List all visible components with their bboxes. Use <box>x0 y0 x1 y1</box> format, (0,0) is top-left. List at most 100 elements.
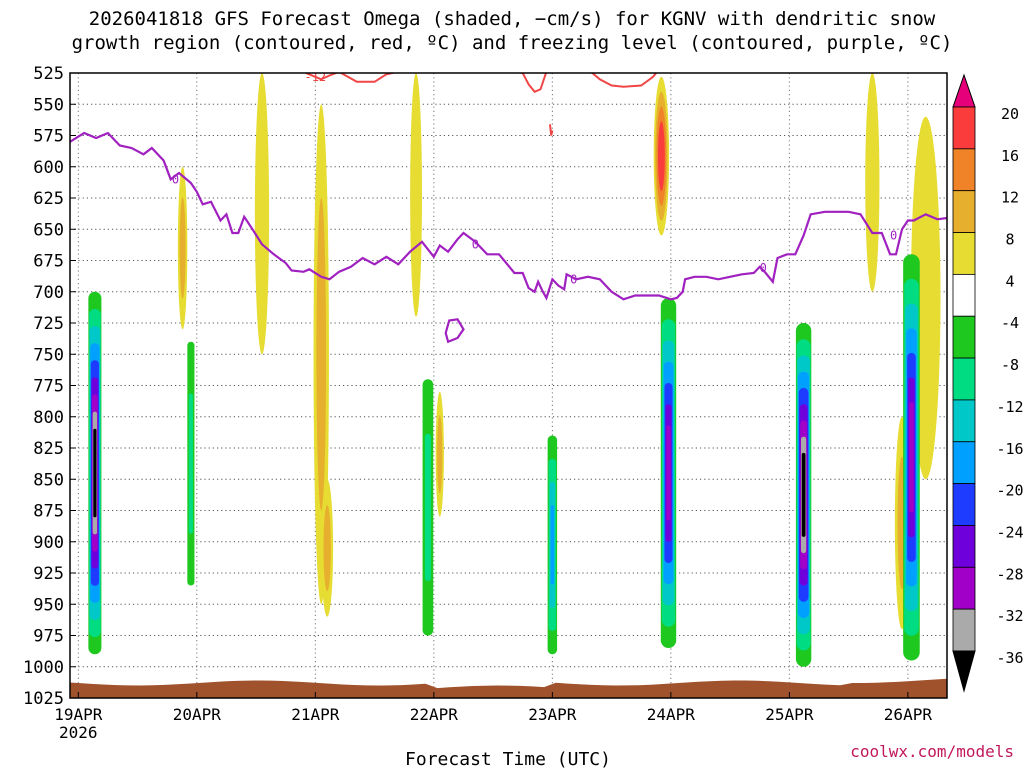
omega-band-4-28 <box>666 425 671 521</box>
y-tick-label-850: 850 <box>33 470 64 490</box>
rising-band-9-8 <box>323 505 331 591</box>
rising-feature-0 <box>653 76 670 236</box>
rising-band-5-8 <box>437 415 443 494</box>
y-tick-label-725: 725 <box>33 314 64 334</box>
rising-feature-3 <box>254 73 270 355</box>
rising-band-4-4 <box>410 73 422 317</box>
freezing-level-label-0: 0 <box>172 172 179 186</box>
omega-band-2-8 <box>424 433 431 582</box>
rising-feature-4 <box>410 73 422 317</box>
rising-band-1-8 <box>179 197 186 299</box>
x-tick-label-25APR: 25APR <box>765 705 814 724</box>
rising-band-8-4 <box>865 73 880 292</box>
colorbar-label-12: -32 <box>996 607 1023 625</box>
dgz-contour-3 <box>590 73 658 88</box>
x-tick-label-20APR: 20APR <box>173 705 222 724</box>
x-tick-label-21APR: 21APR <box>291 705 340 724</box>
colorbar-label-11: -28 <box>996 565 1023 583</box>
y-tick-label-875: 875 <box>33 502 64 522</box>
colorbar-bin-3 <box>952 232 976 275</box>
colorbar-label-7: -12 <box>996 398 1023 416</box>
omega-band-6-28 <box>909 402 914 513</box>
y-tick-label-650: 650 <box>33 220 64 240</box>
x-tick-label-19APR: 19APR <box>54 705 103 724</box>
colorbar-label-6: -8 <box>1001 356 1019 374</box>
y-tick-label-575: 575 <box>33 127 64 147</box>
omega-band-0-36 <box>93 428 97 518</box>
colorbar-label-4: 4 <box>1005 272 1014 290</box>
rising-feature-8 <box>865 73 880 292</box>
y-tick-label-550: 550 <box>33 95 64 115</box>
dgz-contour-4 <box>549 124 554 136</box>
chart-title-line-1: 2026041818 GFS Forecast Omega (shaded, −… <box>88 8 936 30</box>
x-tick-sublabel-19APR: 2026 <box>59 723 98 742</box>
y-tick-label-525: 525 <box>33 64 64 84</box>
rising-band-0-16 <box>658 121 665 191</box>
x-tick-label-22APR: 22APR <box>410 705 459 724</box>
y-tick-label-750: 750 <box>33 345 64 365</box>
y-tick-label-925: 925 <box>33 564 64 584</box>
rising-band-3-4 <box>254 73 270 355</box>
colorbar-bin-4 <box>952 273 976 317</box>
y-tick-label-975: 975 <box>33 627 64 647</box>
colorbar-bin-7 <box>952 399 976 443</box>
surface-terrain <box>70 678 947 698</box>
freezing-level-label-3: 0 <box>760 261 767 275</box>
x-tick-label-24APR: 24APR <box>647 705 696 724</box>
y-tick-label-1025: 1025 <box>23 689 64 709</box>
colorbar-label-9: -20 <box>996 482 1023 500</box>
rising-feature-5 <box>435 391 444 517</box>
colorbar-bottom-arrow <box>952 650 976 693</box>
colorbar-bin-1 <box>952 148 976 192</box>
dgz-contour-2 <box>515 73 548 94</box>
rising-feature-9 <box>321 479 334 617</box>
x-tick-label-26APR: 26APR <box>884 705 933 724</box>
omega-column-5 <box>795 323 812 667</box>
omega-band-1-8 <box>188 393 193 534</box>
freezing-level-label-2: 0 <box>570 272 577 286</box>
freezing-level-label-1: 0 <box>472 237 479 251</box>
y-tick-label-825: 825 <box>33 439 64 459</box>
y-tick-label-600: 600 <box>33 158 64 178</box>
plot-background <box>70 73 947 698</box>
y-tick-label-800: 800 <box>33 408 64 428</box>
freezing-level-label-4: 0 <box>890 229 897 243</box>
omega-column-1 <box>187 341 195 586</box>
rising-feature-1 <box>177 166 188 330</box>
rising-band-2-8 <box>316 198 327 511</box>
omega-column-2 <box>422 379 434 636</box>
colorbar-bin-0 <box>952 106 976 150</box>
colorbar-label-13: -36 <box>996 649 1023 667</box>
site-credit[interactable]: coolwx.com/models <box>850 742 1014 761</box>
colorbar-label-10: -24 <box>996 523 1023 541</box>
colorbar-label-1: 16 <box>1001 147 1019 165</box>
y-tick-label-950: 950 <box>33 595 64 615</box>
chart-title-line-2: growth region (contoured, red, ºC) and f… <box>71 32 953 54</box>
colorbar-label-2: 12 <box>1001 189 1019 207</box>
omega-column-3 <box>547 435 558 655</box>
dgz-contour-label: -12 <box>304 70 326 84</box>
y-tick-label-625: 625 <box>33 189 64 209</box>
colorbar-bin-11 <box>952 566 976 610</box>
x-axis-label: Forecast Time (UTC) <box>405 749 611 768</box>
dgz-contour-0 <box>305 73 339 81</box>
colorbar-bin-9 <box>952 483 976 526</box>
y-tick-label-675: 675 <box>33 252 64 272</box>
omega-column-4 <box>660 298 677 648</box>
y-tick-label-900: 900 <box>33 533 64 553</box>
freezing-level-line <box>70 131 947 301</box>
omega-band-5-36 <box>801 452 806 537</box>
colorbar-label-3: 8 <box>1005 231 1014 249</box>
x-tick-label-23APR: 23APR <box>528 705 577 724</box>
colorbar-bin-5 <box>952 315 976 359</box>
y-tick-label-700: 700 <box>33 283 64 303</box>
colorbar-bin-12 <box>952 608 976 652</box>
plot-area: -12 0 0 0 0 0 <box>70 70 947 698</box>
colorbar-label-8: -16 <box>996 440 1023 458</box>
omega-column-6 <box>903 254 920 661</box>
colorbar-bin-8 <box>952 441 976 485</box>
freezing-level-blob <box>444 318 465 344</box>
omega-band-3-16 <box>550 505 555 585</box>
omega-column-0 <box>88 291 102 655</box>
